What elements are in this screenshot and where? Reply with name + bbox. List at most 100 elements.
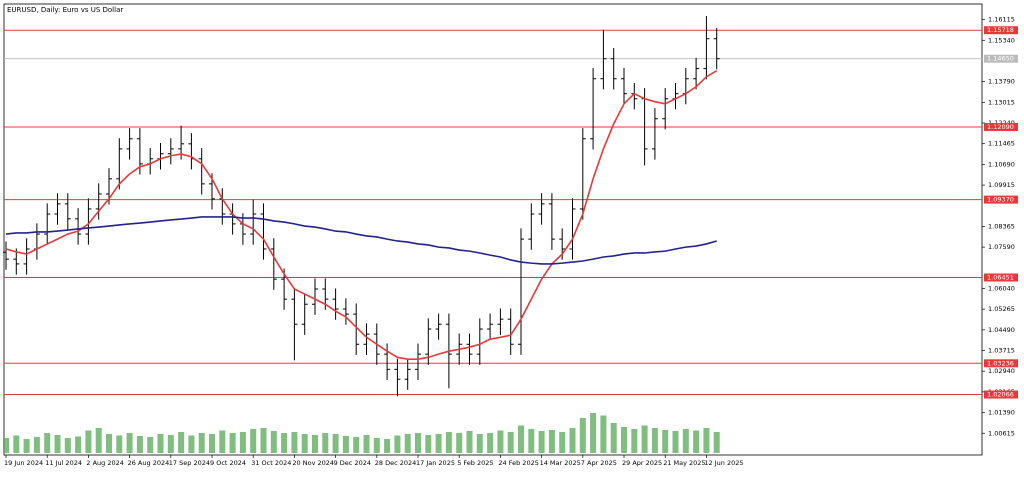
volume-bar (322, 433, 329, 453)
volume-bar (312, 435, 318, 453)
volume-bar (33, 437, 40, 453)
volume-bar (44, 433, 51, 453)
volume-bar (157, 434, 164, 453)
y-tick-label: 1.05265 (988, 305, 1015, 313)
volume-bar (466, 431, 473, 453)
volume-bar (538, 431, 545, 453)
volume-bar (384, 439, 391, 453)
volume-bar (147, 437, 154, 453)
volume-bar (662, 430, 669, 453)
volume-bar (579, 418, 586, 453)
x-tick-label: 26 Aug 2024 (128, 459, 170, 467)
volume-bar (136, 436, 143, 453)
level-label-box (984, 26, 1018, 35)
volume-bar (301, 434, 308, 453)
x-tick-label: 9 Oct 2024 (210, 459, 246, 467)
y-tick-label: 1.11465 (988, 140, 1015, 148)
volume-bar (198, 433, 205, 453)
volume-bar (569, 428, 576, 453)
level-label: 1.06451 (987, 274, 1014, 282)
last-price-box (984, 54, 1018, 63)
volume-bar (229, 433, 236, 453)
volume-bar (250, 429, 257, 453)
volume-bar (641, 425, 648, 453)
level-label-box (984, 359, 1018, 368)
volume-bar (487, 433, 494, 453)
volume-bar (188, 435, 195, 453)
x-tick-label: 19 Jun 2024 (4, 459, 43, 467)
level-label-box (984, 195, 1018, 204)
y-tick-label: 1.08365 (988, 222, 1015, 230)
x-tick-label: 20 Nov 2024 (292, 459, 334, 467)
chart-title: EURUSD, Daily: Euro vs US Dollar (7, 6, 123, 14)
y-tick-label: 1.07590 (988, 243, 1015, 251)
y-tick-label: 1.16115 (988, 16, 1015, 24)
y-tick-label: 1.09915 (988, 181, 1015, 189)
y-tick-label: 1.12240 (988, 119, 1015, 127)
volume-bar (610, 423, 617, 453)
volume-bar (528, 429, 535, 453)
volume-bar (126, 433, 133, 453)
volume-bar (476, 434, 483, 453)
volume-bar (559, 432, 566, 453)
x-tick-label: 12 Jun 2025 (704, 459, 743, 467)
x-tick-label: 17 Sep 2024 (169, 459, 210, 467)
volume-bar (178, 432, 185, 453)
volume-bar (590, 413, 597, 453)
moving-average-line (5, 70, 718, 360)
volume-bar (106, 434, 112, 453)
volume-bar (507, 432, 514, 453)
volume-bar (342, 436, 349, 453)
y-tick-label: 1.03715 (988, 347, 1015, 355)
volume-bar (167, 435, 174, 453)
volume-bar (425, 435, 432, 453)
last-price-label: 1.14650 (987, 55, 1014, 63)
volume-bar (682, 429, 689, 453)
x-tick-label: 28 Dec 2024 (375, 459, 417, 467)
volume-bar (404, 434, 411, 453)
volume-bar (548, 430, 555, 453)
x-tick-label: 29 Apr 2025 (622, 459, 662, 467)
x-tick-label: 2 Aug 2024 (86, 459, 124, 467)
volume-bar (353, 437, 360, 453)
y-tick-label: 1.10690 (988, 160, 1015, 168)
volume-bar (703, 428, 710, 453)
volume-bar (332, 434, 339, 453)
volume-bar (456, 433, 463, 453)
volume-bar (239, 432, 246, 453)
volume-bar (291, 432, 298, 453)
volume-bar (445, 432, 452, 453)
y-tick-label: 1.04490 (988, 326, 1015, 334)
volume-bar (651, 428, 658, 453)
y-tick-label: 1.02940 (988, 367, 1015, 375)
volume-bar (75, 436, 82, 453)
level-label: 1.03236 (987, 359, 1014, 367)
volume-bar (116, 435, 123, 453)
y-tick-label: 1.06040 (988, 284, 1015, 292)
volume-bar (621, 427, 627, 453)
x-tick-label: 17 Jan 2025 (416, 459, 455, 467)
y-tick-label: 1.00615 (988, 429, 1015, 437)
volume-bar (3, 438, 9, 453)
x-tick-label: 11 Jul 2024 (45, 459, 82, 467)
volume-bar (435, 434, 442, 453)
volume-bar (260, 428, 267, 453)
volume-bar (363, 435, 370, 453)
volume-bar (600, 415, 607, 453)
y-tick-label: 1.01390 (988, 409, 1015, 417)
level-label-box (984, 390, 1018, 399)
plot-frame (3, 3, 983, 456)
volume-bar (23, 439, 30, 453)
y-tick-label: 1.13015 (988, 98, 1015, 106)
volume-bar (209, 434, 215, 453)
volume-bar (54, 435, 61, 453)
volume-bar (219, 430, 226, 453)
volume-bar (394, 435, 401, 453)
volume-bar (13, 435, 20, 453)
volume-bar (373, 438, 380, 453)
level-label: 1.02066 (987, 391, 1014, 399)
level-label: 1.09370 (987, 196, 1014, 204)
level-label-box (984, 123, 1018, 132)
